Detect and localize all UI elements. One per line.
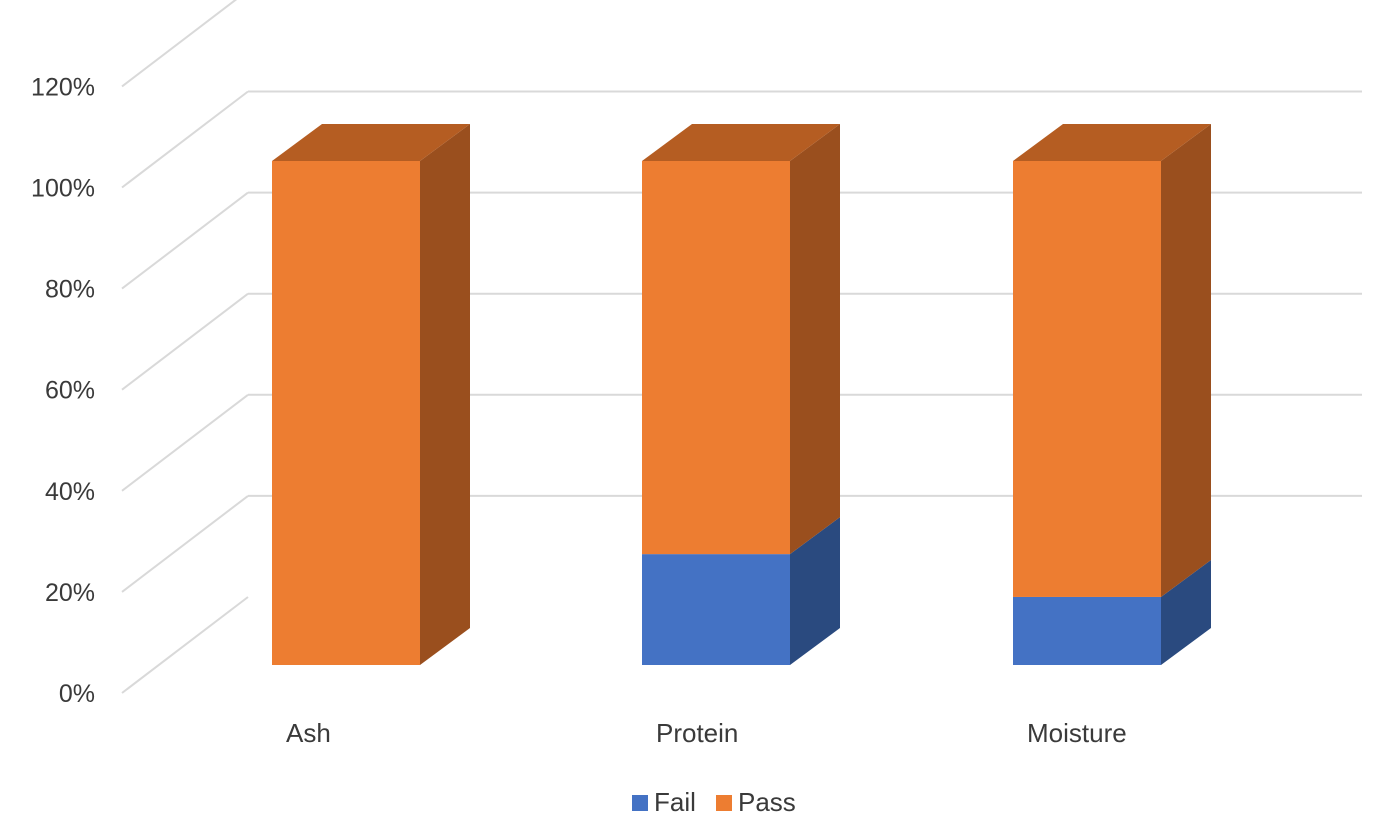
gridline-side: [121, 394, 249, 492]
bar-side-fail: [790, 517, 840, 665]
legend-label-pass: Pass: [738, 787, 796, 817]
bar-side-pass: [420, 124, 470, 665]
y-tick-label: 80%: [45, 276, 95, 304]
bar-top-protein: [642, 124, 840, 161]
x-category-label: Protein: [656, 718, 738, 748]
bars: [272, 124, 1211, 665]
legend-label-fail: Fail: [654, 787, 696, 817]
bar-top-moisture: [1013, 124, 1211, 161]
y-axis-ticks: 0% 20% 40% 60% 80% 100% 120%: [31, 73, 95, 708]
gridline-side: [121, 0, 238, 88]
gridline-side: [121, 292, 249, 391]
x-category-label: Moisture: [1027, 718, 1127, 748]
bar-side-pass: [790, 124, 840, 555]
bar-fail-moisture: [1013, 596, 1161, 665]
bar-pass-ash: [272, 161, 420, 665]
legend: Fail Pass: [632, 787, 796, 817]
x-category-label: Ash: [286, 718, 331, 748]
gridline-side: [121, 191, 249, 290]
gridline-side: [121, 495, 249, 593]
x-axis-categories: Ash Protein Moisture: [286, 718, 1127, 748]
bar-pass-protein: [642, 161, 790, 555]
y-tick-label: 0%: [59, 680, 95, 708]
y-tick-label: 60%: [45, 377, 95, 405]
y-tick-label: 120%: [31, 73, 95, 101]
legend-swatch-pass: [716, 795, 732, 811]
y-tick-label: 40%: [45, 478, 95, 506]
bar-side-pass: [1161, 124, 1211, 597]
bar-side-fail: [1161, 559, 1211, 665]
y-tick-label: 20%: [45, 579, 95, 607]
bar-fail-protein: [642, 554, 790, 665]
bar-pass-moisture: [1013, 161, 1161, 597]
gridline-side: [121, 90, 249, 189]
bar-top-ash: [272, 124, 470, 161]
gridline-side: [121, 596, 249, 694]
legend-swatch-fail: [632, 795, 648, 811]
y-tick-label: 100%: [31, 175, 95, 203]
